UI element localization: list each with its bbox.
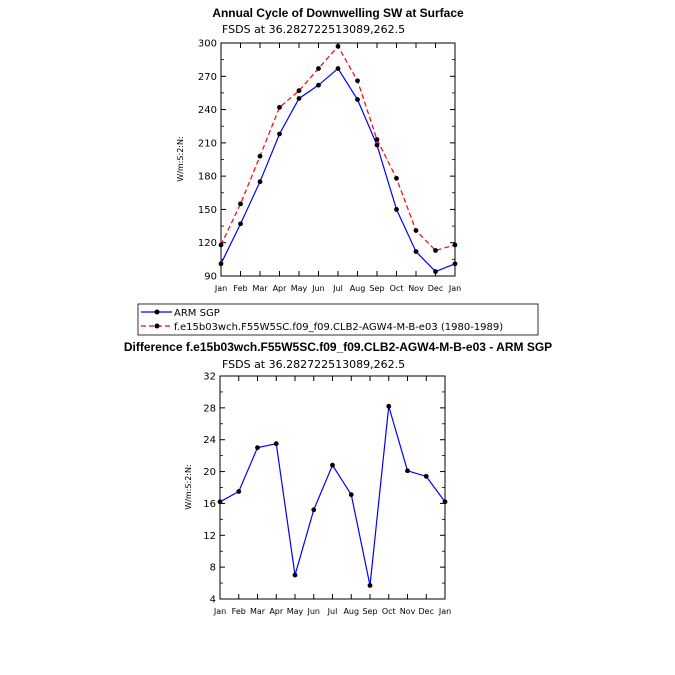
top-chart-series-0-point <box>374 142 380 148</box>
bottom-chart-x-tick-label: Dec <box>419 607 434 616</box>
bottom-chart-x-tick-label: Nov <box>400 607 416 616</box>
top-chart-series-0-point <box>257 179 263 185</box>
top-chart-series-1-point <box>433 248 438 253</box>
top-chart-x-tick-label: Jul <box>332 284 343 293</box>
bottom-chart-series-0-point <box>255 445 260 451</box>
bottom-chart-series-0-point <box>386 403 392 409</box>
top-chart-series-0-point <box>355 97 360 102</box>
bottom-chart-x-tick-label: Apr <box>269 607 284 616</box>
top-chart-x-tick-label: Feb <box>233 284 247 293</box>
bottom-chart-title: Difference f.e15b03wch.F55W5SC.f09_f09.C… <box>124 340 552 354</box>
top-chart-series-1-point <box>374 137 380 142</box>
legend-label-arm-sgp: ARM SGP <box>174 308 220 319</box>
top-chart-series-0-point <box>433 269 438 274</box>
legend-frame <box>137 303 539 336</box>
top-chart-y-tick-label: 300 <box>198 39 217 50</box>
top-chart-y-tick-label: 90 <box>204 272 217 283</box>
top-chart-y-tick-label: 180 <box>198 172 217 183</box>
top-chart-x-tick-label: Nov <box>408 284 424 293</box>
bottom-chart-series-0-point <box>273 441 279 447</box>
bottom-chart-x-tick-label: Sep <box>362 607 377 616</box>
top-chart-series-line-1 <box>220 45 456 252</box>
bottom-chart-y-tick-label: 4 <box>210 595 216 606</box>
bottom-chart-series-0-point <box>330 462 335 468</box>
top-chart-x-tick-label: Aug <box>350 284 366 293</box>
bottom-chart-y-tick-label: 8 <box>210 563 216 574</box>
bottom-chart-series-0-point <box>423 473 429 479</box>
top-chart-series-1-point <box>413 228 419 233</box>
top-chart-plot-frame <box>220 42 456 277</box>
bottom-chart-series-0-point <box>236 489 242 494</box>
bottom-chart-y-tick-label: 20 <box>203 467 216 478</box>
top-chart-x-tick-label: Jan <box>214 284 227 293</box>
top-chart-series-0-point <box>277 131 282 137</box>
bottom-chart: Difference f.e15b03wch.F55W5SC.f09_f09.C… <box>124 340 552 616</box>
bottom-chart-y-tick-label: 32 <box>203 372 216 383</box>
bottom-chart-series-0-point <box>405 468 410 474</box>
top-chart-series-1-point <box>394 175 399 181</box>
top-chart-series-0-point <box>296 96 302 101</box>
bottom-chart-series-0-point <box>311 507 317 513</box>
bottom-chart-plot-frame <box>219 375 446 600</box>
legend: ARM SGP f.e15b03wch.F55W5SC.f09_f09.CLB2… <box>137 303 539 336</box>
top-chart-y-tick-label: 240 <box>198 105 217 116</box>
top-chart-series-line-0 <box>220 67 456 273</box>
bottom-chart-y-tick-label: 24 <box>203 435 216 446</box>
bottom-chart-x-tick-label: Mar <box>250 607 266 616</box>
top-chart-y-tick-label: 150 <box>198 205 217 216</box>
top-chart-title: Annual Cycle of Downwelling SW at Surfac… <box>212 6 464 20</box>
top-chart-x-tick-label: Mar <box>252 284 268 293</box>
top-chart-y-tick-label: 210 <box>198 138 217 149</box>
legend-label-model: f.e15b03wch.F55W5SC.f09_f09.CLB2-AGW4-M-… <box>174 322 503 333</box>
top-chart-series-1-point <box>335 43 341 49</box>
bottom-chart-x-tick-label: May <box>287 607 304 616</box>
bottom-chart-x-tick-label: Aug <box>343 607 359 616</box>
top-chart-series-0-point <box>335 66 341 71</box>
top-chart-series-0-point <box>316 82 321 88</box>
bottom-chart-x-tick-label: Oct <box>382 607 396 616</box>
top-chart-series-1-point <box>238 201 243 207</box>
top-chart-series-1-point <box>277 104 282 110</box>
bottom-chart-x-tick-label: Jun <box>307 607 321 616</box>
top-chart-x-tick-label: Sep <box>369 284 384 293</box>
top-chart-y-axis-label: W/m:S:2:N: <box>176 136 185 181</box>
top-chart-series-1-point <box>296 88 302 94</box>
top-chart-y-tick-label: 120 <box>198 238 217 249</box>
top-chart-series-0-point <box>238 221 243 227</box>
bottom-chart-x-tick-label: Feb <box>232 607 246 616</box>
bottom-chart-y-tick-label: 16 <box>203 499 216 510</box>
bottom-chart-x-tick-label: Jul <box>327 607 338 616</box>
top-chart-x-tick-label: Jan <box>448 284 461 293</box>
bottom-chart-subtitle: FSDS at 36.282722513089,262.5 <box>222 358 405 371</box>
top-chart-series-1-point <box>257 153 263 159</box>
top-chart: Annual Cycle of Downwelling SW at Surfac… <box>176 6 464 293</box>
legend-marker-arm-sgp <box>154 309 160 315</box>
bottom-chart-x-tick-label: Jan <box>213 607 226 616</box>
top-chart-x-tick-label: Dec <box>428 284 443 293</box>
top-chart-x-tick-label: Oct <box>390 284 404 293</box>
bottom-chart-series-0-point <box>292 572 298 578</box>
bottom-chart-y-tick-label: 28 <box>203 403 216 414</box>
top-chart-series-0-point <box>413 249 419 254</box>
top-chart-series-1-point <box>355 78 360 84</box>
top-chart-subtitle: FSDS at 36.282722513089,262.5 <box>222 23 405 36</box>
top-chart-x-tick-label: May <box>291 284 308 293</box>
bottom-chart-y-axis-label: W/m:S:2:N: <box>184 464 193 509</box>
bottom-chart-series-0-point <box>348 492 354 498</box>
top-chart-y-tick-label: 270 <box>198 72 217 83</box>
top-chart-series-0-point <box>394 207 399 212</box>
bottom-chart-x-tick-label: Jan <box>438 607 451 616</box>
bottom-chart-series-line-0 <box>219 406 446 586</box>
top-chart-x-tick-label: Jun <box>311 284 325 293</box>
top-chart-series-1-point <box>316 66 321 71</box>
legend-marker-model <box>154 323 160 329</box>
top-chart-x-tick-label: Apr <box>273 284 288 293</box>
bottom-chart-series-0-point <box>367 583 373 588</box>
bottom-chart-y-tick-label: 12 <box>203 531 216 542</box>
